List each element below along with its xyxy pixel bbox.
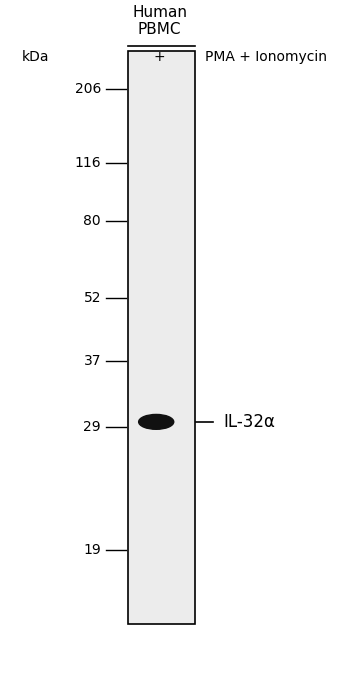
Text: PBMC: PBMC [138,22,181,37]
Text: PMA + Ionomycin: PMA + Ionomycin [205,51,327,64]
Bar [128,51,195,624]
Text: IL-32α: IL-32α [223,413,275,431]
Text: 80: 80 [84,215,101,228]
Text: +: + [154,51,166,64]
Ellipse shape [139,414,174,429]
Text: 206: 206 [75,82,101,96]
Text: 116: 116 [74,157,101,170]
Text: 37: 37 [84,354,101,368]
Text: Human: Human [132,5,187,20]
Text: 29: 29 [84,421,101,434]
Text: 19: 19 [83,543,101,557]
Text: 52: 52 [84,292,101,305]
Text: kDa: kDa [21,51,49,64]
